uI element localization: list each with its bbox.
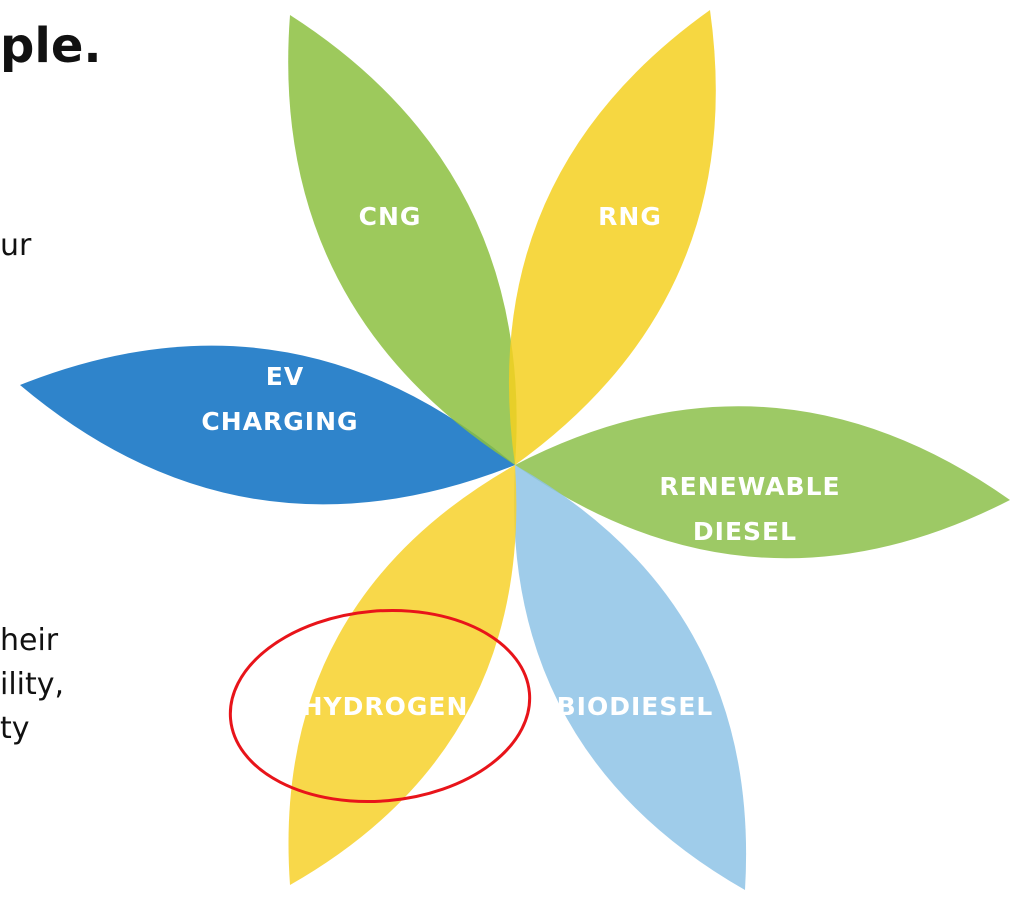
petal-label: CHARGING xyxy=(201,407,358,436)
text-fragment: heir xyxy=(0,623,59,658)
text-fragment: ility, xyxy=(0,667,64,702)
petal xyxy=(288,465,516,885)
flower xyxy=(20,10,1010,890)
petal-label: RNG xyxy=(598,202,662,231)
text-fragment: ty xyxy=(0,711,30,746)
slide: ple. ur heir ility, ty CNG RNG EV CHARGI… xyxy=(0,0,1019,906)
petal-label: BIODIESEL xyxy=(557,692,714,721)
title-fragment: ple. xyxy=(0,18,102,74)
petal-label: HYDROGEN xyxy=(302,692,469,721)
petal-label: EV xyxy=(266,362,304,391)
petal-label: DIESEL xyxy=(693,517,797,546)
petal-label: CNG xyxy=(359,202,422,231)
petal xyxy=(509,10,716,465)
text-fragment: ur xyxy=(0,228,32,263)
petal-label: RENEWABLE xyxy=(659,472,840,501)
